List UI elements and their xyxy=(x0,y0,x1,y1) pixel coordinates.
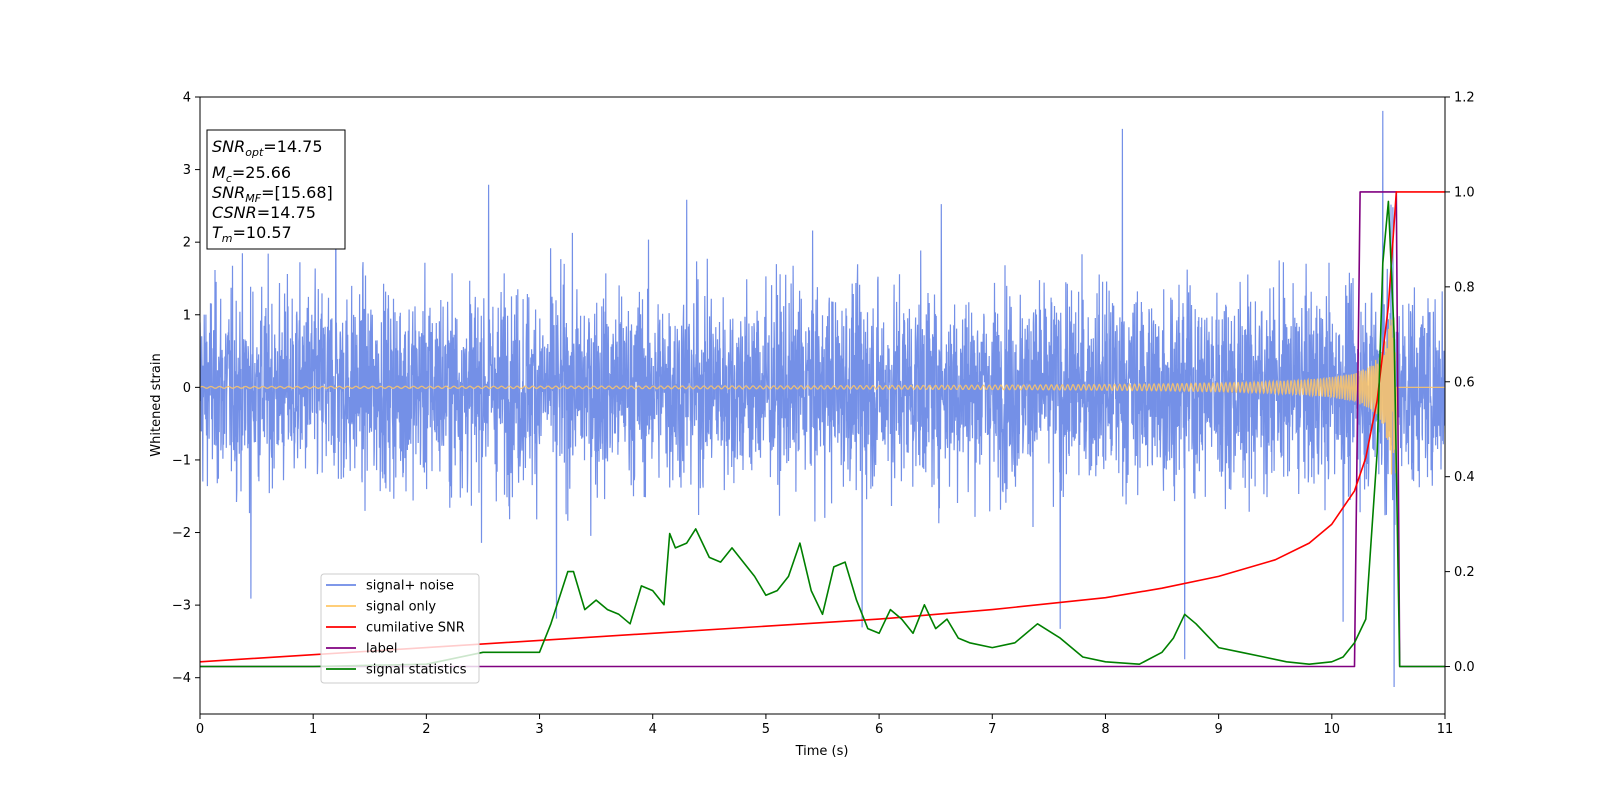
series-line-signal-statistics xyxy=(200,200,1445,668)
signal-noise-trace xyxy=(200,110,1445,688)
y-axis-left: −4 −3 −2 −1 0 1 2 3 4 xyxy=(172,91,200,686)
x-tick-label: 3 xyxy=(535,722,543,737)
y-tick-label: 0 xyxy=(183,381,191,396)
y2-tick-label: 0.8 xyxy=(1454,280,1475,295)
x-tick-label: 11 xyxy=(1437,722,1454,737)
legend-frame xyxy=(320,573,480,684)
x-tick-label: 8 xyxy=(1101,722,1109,737)
legend: signal+ noise signal only cumilative SNR la… xyxy=(320,573,480,684)
legend-entry-label: cumilative SNR xyxy=(366,621,465,636)
annotation-line: Tm=10.57 xyxy=(212,223,292,245)
x-tick-label: 9 xyxy=(1214,722,1222,737)
y-tick-label: −1 xyxy=(172,453,191,468)
annotation-line: Mc=25.66 xyxy=(212,163,291,185)
y2-tick-label: 0.0 xyxy=(1454,660,1475,675)
legend-entry-label: label xyxy=(366,642,397,657)
x-tick-label: 2 xyxy=(422,722,430,737)
y-axis-label: Whitened strain xyxy=(149,353,164,456)
x-tick-label: 5 xyxy=(762,722,770,737)
y2-tick-label: 0.4 xyxy=(1454,470,1475,485)
x-tick-label: 0 xyxy=(196,722,204,737)
y2-tick-label: 1.2 xyxy=(1454,91,1475,106)
annotation-line: CSNR=14.75 xyxy=(212,203,316,222)
series-line-cumulative-snr xyxy=(200,191,1445,663)
right-axis-series xyxy=(200,191,1445,668)
y2-tick-label: 0.6 xyxy=(1454,375,1475,390)
y-tick-label: −2 xyxy=(172,526,191,541)
x-tick-label: 6 xyxy=(875,722,883,737)
x-tick-label: 4 xyxy=(649,722,657,737)
y-tick-label: 1 xyxy=(183,308,191,323)
series-line-signal-noise xyxy=(200,110,1445,688)
legend-entry-label: signal only xyxy=(366,600,436,615)
x-tick-label: 7 xyxy=(988,722,996,737)
y-tick-label: −3 xyxy=(172,599,191,614)
legend-entry-label: signal+ noise xyxy=(366,579,454,594)
x-axis: 0 1 2 3 4 5 6 7 8 9 10 11 xyxy=(196,714,1453,737)
x-tick-label: 1 xyxy=(309,722,317,737)
legend-entry-label: signal statistics xyxy=(366,663,467,678)
x-axis-label: Time (s) xyxy=(795,744,849,759)
annotation-frame xyxy=(206,129,346,250)
signal-only-trace xyxy=(200,317,1445,475)
y-tick-label: 2 xyxy=(183,236,191,251)
y-tick-label: −4 xyxy=(172,671,191,686)
plot-frame xyxy=(199,96,1446,715)
stats-annotation-box: SNRopt=14.75 Mc=25.66SNRMF=[15.68]CSNR=14… xyxy=(206,129,346,250)
annotation-line: SNRopt=14.75 xyxy=(212,137,323,159)
series-line-signal-only xyxy=(200,317,1445,475)
y-tick-label: 4 xyxy=(183,91,191,106)
y-axis-right: 0.0 0.2 0.4 0.6 0.8 1.0 1.2 xyxy=(1445,91,1475,675)
y2-tick-label: 1.0 xyxy=(1454,185,1475,200)
y2-tick-label: 0.2 xyxy=(1454,565,1475,580)
x-tick-label: 10 xyxy=(1324,722,1341,737)
annotation-line: SNRMF=[15.68] xyxy=(212,183,333,205)
y-tick-label: 3 xyxy=(183,163,191,178)
